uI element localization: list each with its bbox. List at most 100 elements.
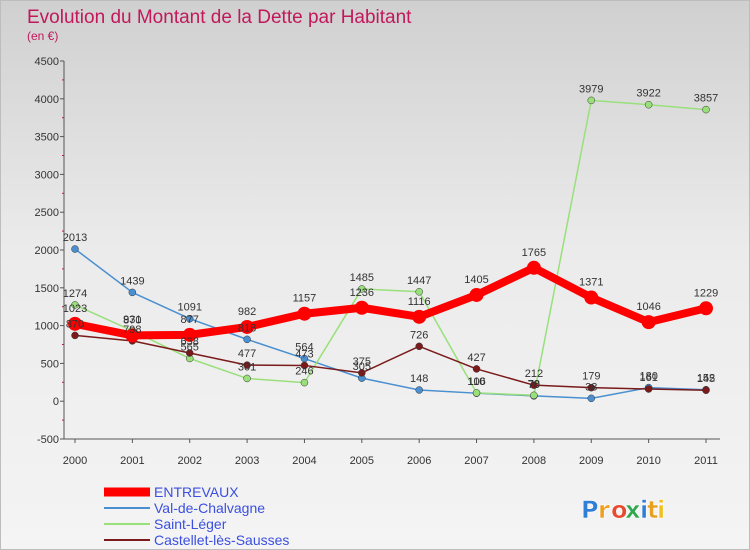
y-tick-label: 4000 — [35, 94, 59, 106]
y-tick-label: 0 — [53, 396, 59, 408]
data-point — [641, 315, 656, 330]
series-line — [74, 99, 707, 397]
data-point — [354, 300, 369, 315]
data-label: 145 — [697, 373, 715, 385]
data-point — [584, 290, 599, 305]
data-point — [185, 314, 194, 323]
data-label: 3979 — [579, 83, 603, 95]
data-point — [526, 260, 541, 275]
logo-letter: o — [611, 496, 628, 524]
data-label: 3857 — [694, 93, 718, 105]
data-point — [644, 100, 653, 109]
data-point — [71, 331, 79, 340]
data-label: 870 — [66, 318, 84, 330]
data-point — [358, 285, 366, 293]
data-point — [243, 374, 251, 383]
data-label: 110 — [468, 376, 486, 388]
data-point — [530, 381, 538, 389]
data-label: 1405 — [464, 274, 488, 286]
y-tick-label: 1000 — [35, 321, 59, 333]
data-label: 427 — [467, 352, 485, 364]
x-tick-label: 2011 — [694, 455, 718, 467]
data-point — [702, 386, 710, 394]
y-tick-label: 3500 — [35, 132, 59, 144]
chart-title: Evolution du Montant de la Dette par Hab… — [27, 7, 412, 28]
data-label: 70 — [528, 379, 540, 391]
y-tick-label: 2000 — [35, 245, 59, 257]
logo-letter: t — [647, 496, 658, 524]
data-point — [68, 316, 82, 331]
legend-label: Saint-Léger — [154, 516, 227, 532]
data-point — [128, 288, 137, 297]
data-label: 726 — [410, 329, 428, 341]
data-label: 161 — [639, 372, 657, 384]
data-label: 473 — [295, 348, 313, 360]
data-label: 1447 — [407, 275, 431, 287]
y-tick-label: 4500 — [35, 56, 59, 68]
data-point — [71, 245, 79, 253]
data-point — [699, 301, 713, 316]
data-label: 38 — [585, 381, 597, 393]
data-point — [530, 391, 538, 400]
legend-label: Val-de-Chalvagne — [154, 500, 265, 516]
data-label: 106 — [467, 376, 485, 388]
x-tick-label: 2002 — [177, 455, 201, 467]
y-tick-label: -500 — [37, 434, 59, 446]
x-tick-label: 2003 — [235, 455, 259, 467]
data-point — [185, 349, 194, 357]
data-label: 982 — [238, 306, 256, 318]
data-label: 931 — [123, 314, 141, 326]
axes: -500 0 500 1000 1500 2000 2500 3000 3500 4000 4500… — [35, 56, 720, 467]
x-tick-label: 2001 — [120, 455, 144, 467]
data-label: 179 — [582, 371, 600, 383]
data-point — [358, 369, 366, 377]
data-label: 1157 — [293, 293, 317, 305]
data-label: 638 — [181, 336, 199, 348]
data-point — [472, 365, 481, 373]
data-point — [300, 378, 309, 387]
data-label: 1765 — [522, 247, 546, 259]
data-label: 246 — [295, 366, 313, 378]
x-tick-label: 2007 — [464, 455, 488, 467]
y-tick-label: 2500 — [35, 207, 59, 219]
data-label: 1229 — [694, 287, 718, 299]
data-label: 148 — [410, 373, 428, 385]
data-point — [587, 383, 596, 392]
chart-subtitle: (en €) — [27, 29, 58, 43]
logo-letter: x — [625, 496, 641, 524]
data-label: 1023 — [63, 303, 87, 315]
data-point — [587, 394, 596, 403]
data-label: 564 — [295, 342, 313, 354]
data-label: 1046 — [636, 301, 660, 313]
x-tick-label: 2009 — [579, 455, 603, 467]
data-label: 1485 — [350, 272, 374, 284]
data-label: 818 — [238, 322, 256, 334]
data-label: 1091 — [177, 302, 201, 314]
data-label: 301 — [238, 361, 256, 373]
y-tick-label: 3000 — [35, 169, 59, 181]
y-tick-label: 1500 — [35, 283, 59, 295]
legend: ENTREVAUXVal-de-ChalvagneSaint-LégerCast… — [104, 484, 289, 548]
data-point — [300, 361, 309, 370]
data-point — [644, 385, 653, 393]
x-tick-label: 2008 — [522, 455, 546, 467]
x-tick-label: 2000 — [63, 455, 87, 467]
logo-letter: r — [598, 496, 610, 524]
data-point — [412, 309, 427, 324]
legend-label: Castellet-lès-Sausses — [154, 532, 289, 548]
data-point — [243, 361, 251, 369]
data-point — [415, 288, 423, 296]
x-tick-label: 2010 — [636, 455, 660, 467]
x-tick-label: 2004 — [292, 455, 316, 467]
data-point — [125, 328, 140, 343]
data-point — [415, 342, 423, 351]
data-label: 1236 — [350, 287, 374, 299]
series-line — [74, 248, 707, 400]
data-label: 180 — [639, 371, 657, 383]
data-label: 2013 — [63, 232, 87, 244]
legend-label: ENTREVAUX — [154, 484, 239, 500]
data-label: 870 — [123, 314, 141, 326]
